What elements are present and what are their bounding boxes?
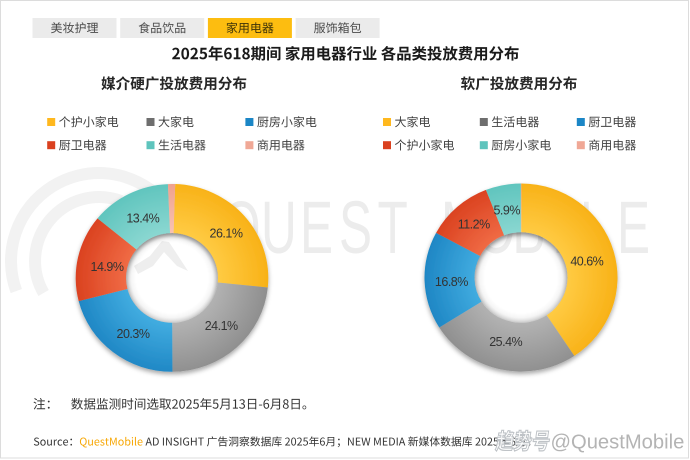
svg-text:40.6%: 40.6% [570, 254, 603, 268]
svg-text:S: S [339, 187, 372, 269]
svg-text:24.1%: 24.1% [205, 319, 238, 333]
svg-text:14.9%: 14.9% [91, 260, 124, 274]
svg-text:@QuestMobile: @QuestMobile [552, 433, 686, 455]
svg-text:T: T [378, 187, 408, 269]
svg-text:13.4%: 13.4% [126, 211, 159, 225]
svg-text:5.9%: 5.9% [493, 203, 520, 217]
svg-text:20.3%: 20.3% [117, 327, 150, 341]
svg-text:26.1%: 26.1% [210, 227, 243, 241]
svg-text:@QuestMobile: @QuestMobile [551, 431, 685, 453]
svg-text:16.8%: 16.8% [435, 275, 468, 289]
svg-text:E: E [617, 187, 650, 269]
svg-text:25.4%: 25.4% [489, 335, 522, 349]
svg-text:11.2%: 11.2% [458, 218, 490, 232]
svg-text:U: U [261, 187, 297, 269]
svg-text:E: E [300, 187, 333, 269]
